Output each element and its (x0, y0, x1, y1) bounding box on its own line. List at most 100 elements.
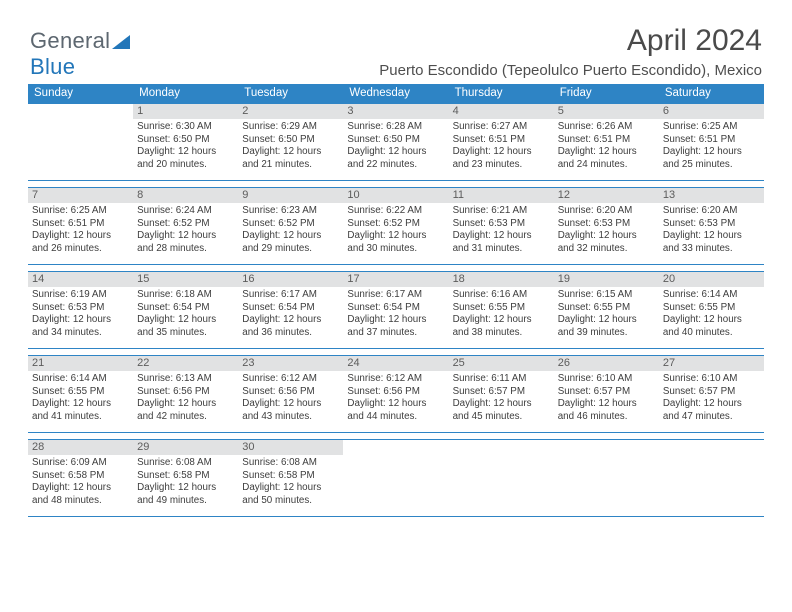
calendar-day-cell: 11 Sunrise: 6:21 AMSunset: 6:53 PMDayligh… (449, 188, 554, 264)
brand-text-a: General (30, 28, 110, 53)
daylight-text-1: Daylight: 12 hours (663, 146, 760, 159)
day-number: 29 (133, 440, 238, 455)
daylight-text-2: and 47 minutes. (663, 411, 760, 424)
day-info: Sunrise: 6:10 AMSunset: 6:57 PMDaylight:… (558, 373, 655, 423)
day-info: Sunrise: 6:27 AMSunset: 6:51 PMDaylight:… (453, 121, 550, 171)
day-number: 21 (28, 356, 133, 371)
day-number: 18 (449, 272, 554, 287)
daylight-text-2: and 39 minutes. (558, 327, 655, 340)
calendar-day-cell: 27Sunrise: 6:10 AMSunset: 6:57 PMDayligh… (659, 356, 764, 432)
sunset-text: Sunset: 6:53 PM (453, 218, 550, 231)
day-number: 9 (238, 188, 343, 203)
calendar-day-cell: 7Sunrise: 6:25 AMSunset: 6:51 PMDaylight… (28, 188, 133, 264)
sunset-text: Sunset: 6:53 PM (558, 218, 655, 231)
calendar-day-cell (343, 440, 448, 516)
sunset-text: Sunset: 6:57 PM (663, 386, 760, 399)
day-info: Sunrise: 6:24 AMSunset: 6:52 PMDaylight:… (137, 205, 234, 255)
day-number: 28 (28, 440, 133, 455)
sunrise-text: Sunrise: 6:25 AM (663, 121, 760, 134)
daylight-text-2: and 45 minutes. (453, 411, 550, 424)
day-number: 2 (238, 104, 343, 119)
daylight-text-2: and 21 minutes. (242, 159, 339, 172)
daylight-text-1: Daylight: 12 hours (32, 398, 129, 411)
daylight-text-1: Daylight: 12 hours (558, 314, 655, 327)
calendar-week-row: 7Sunrise: 6:25 AMSunset: 6:51 PMDaylight… (28, 187, 764, 265)
day-number: 23 (238, 356, 343, 371)
sunset-text: Sunset: 6:56 PM (137, 386, 234, 399)
daylight-text-1: Daylight: 12 hours (663, 398, 760, 411)
daylight-text-1: Daylight: 12 hours (453, 230, 550, 243)
sunset-text: Sunset: 6:55 PM (663, 302, 760, 315)
day-number: 7 (28, 188, 133, 203)
daylight-text-1: Daylight: 12 hours (347, 230, 444, 243)
daylight-text-1: Daylight: 12 hours (453, 146, 550, 159)
daylight-text-2: and 32 minutes. (558, 243, 655, 256)
calendar-week-row: 14Sunrise: 6:19 AMSunset: 6:53 PMDayligh… (28, 271, 764, 349)
daylight-text-1: Daylight: 12 hours (137, 146, 234, 159)
calendar-day-cell: 8Sunrise: 6:24 AMSunset: 6:52 PMDaylight… (133, 188, 238, 264)
day-info: Sunrise: 6:12 AMSunset: 6:56 PMDaylight:… (347, 373, 444, 423)
sunset-text: Sunset: 6:54 PM (137, 302, 234, 315)
day-number: 4 (449, 104, 554, 119)
day-info: Sunrise: 6:14 AMSunset: 6:55 PMDaylight:… (32, 373, 129, 423)
daylight-text-1: Daylight: 12 hours (558, 146, 655, 159)
daylight-text-2: and 44 minutes. (347, 411, 444, 424)
calendar-day-cell: 13 Sunrise: 6:20 AMSunset: 6:53 PMDayligh… (659, 188, 764, 264)
day-info: Sunrise: 6:20 AMSunset: 6:53 PMDaylight:… (663, 205, 760, 255)
day-info: Sunrise: 6:21 AMSunset: 6:53 PMDaylight:… (453, 205, 550, 255)
calendar-day-cell: 9Sunrise: 6:23 AMSunset: 6:52 PMDaylight… (238, 188, 343, 264)
calendar-day-cell: 25Sunrise: 6:11 AMSunset: 6:57 PMDayligh… (449, 356, 554, 432)
calendar: SundayMondayTuesdayWednesdayThursdayFrid… (28, 84, 764, 517)
daylight-text-2: and 50 minutes. (242, 495, 339, 508)
sunset-text: Sunset: 6:57 PM (558, 386, 655, 399)
daylight-text-2: and 41 minutes. (32, 411, 129, 424)
sunrise-text: Sunrise: 6:18 AM (137, 289, 234, 302)
day-info: Sunrise: 6:17 AMSunset: 6:54 PMDaylight:… (347, 289, 444, 339)
sunset-text: Sunset: 6:58 PM (32, 470, 129, 483)
calendar-day-cell: 24Sunrise: 6:12 AMSunset: 6:56 PMDayligh… (343, 356, 448, 432)
calendar-day-cell (659, 440, 764, 516)
day-number: 14 (28, 272, 133, 287)
day-info: Sunrise: 6:08 AMSunset: 6:58 PMDaylight:… (137, 457, 234, 507)
sunrise-text: Sunrise: 6:27 AM (453, 121, 550, 134)
calendar-header-cell: Saturday (659, 84, 764, 103)
day-number: 12 (554, 188, 659, 203)
day-info: Sunrise: 6:19 AMSunset: 6:53 PMDaylight:… (32, 289, 129, 339)
daylight-text-2: and 25 minutes. (663, 159, 760, 172)
sunrise-text: Sunrise: 6:28 AM (347, 121, 444, 134)
daylight-text-1: Daylight: 12 hours (137, 398, 234, 411)
daylight-text-2: and 20 minutes. (137, 159, 234, 172)
sunset-text: Sunset: 6:51 PM (453, 134, 550, 147)
daylight-text-2: and 43 minutes. (242, 411, 339, 424)
calendar-header-cell: Sunday (28, 84, 133, 103)
sunset-text: Sunset: 6:51 PM (32, 218, 129, 231)
sunset-text: Sunset: 6:53 PM (32, 302, 129, 315)
day-info: Sunrise: 6:13 AMSunset: 6:56 PMDaylight:… (137, 373, 234, 423)
sunrise-text: Sunrise: 6:12 AM (347, 373, 444, 386)
daylight-text-1: Daylight: 12 hours (347, 314, 444, 327)
sunrise-text: Sunrise: 6:19 AM (32, 289, 129, 302)
day-info: Sunrise: 6:12 AMSunset: 6:56 PMDaylight:… (242, 373, 339, 423)
sunrise-text: Sunrise: 6:24 AM (137, 205, 234, 218)
daylight-text-2: and 29 minutes. (242, 243, 339, 256)
daylight-text-1: Daylight: 12 hours (242, 146, 339, 159)
daylight-text-2: and 35 minutes. (137, 327, 234, 340)
daylight-text-2: and 24 minutes. (558, 159, 655, 172)
calendar-day-cell: 4 Sunrise: 6:27 AMSunset: 6:51 PMDaylight… (449, 104, 554, 180)
sunset-text: Sunset: 6:51 PM (663, 134, 760, 147)
daylight-text-1: Daylight: 12 hours (558, 398, 655, 411)
sunrise-text: Sunrise: 6:17 AM (347, 289, 444, 302)
day-number: 17 (343, 272, 448, 287)
sunset-text: Sunset: 6:53 PM (663, 218, 760, 231)
sunrise-text: Sunrise: 6:23 AM (242, 205, 339, 218)
daylight-text-2: and 23 minutes. (453, 159, 550, 172)
daylight-text-2: and 28 minutes. (137, 243, 234, 256)
daylight-text-1: Daylight: 12 hours (137, 482, 234, 495)
sunrise-text: Sunrise: 6:20 AM (663, 205, 760, 218)
sunrise-text: Sunrise: 6:30 AM (137, 121, 234, 134)
day-number: 13 (659, 188, 764, 203)
day-number: 11 (449, 188, 554, 203)
sunrise-text: Sunrise: 6:14 AM (663, 289, 760, 302)
daylight-text-2: and 37 minutes. (347, 327, 444, 340)
calendar-header-row: SundayMondayTuesdayWednesdayThursdayFrid… (28, 84, 764, 103)
